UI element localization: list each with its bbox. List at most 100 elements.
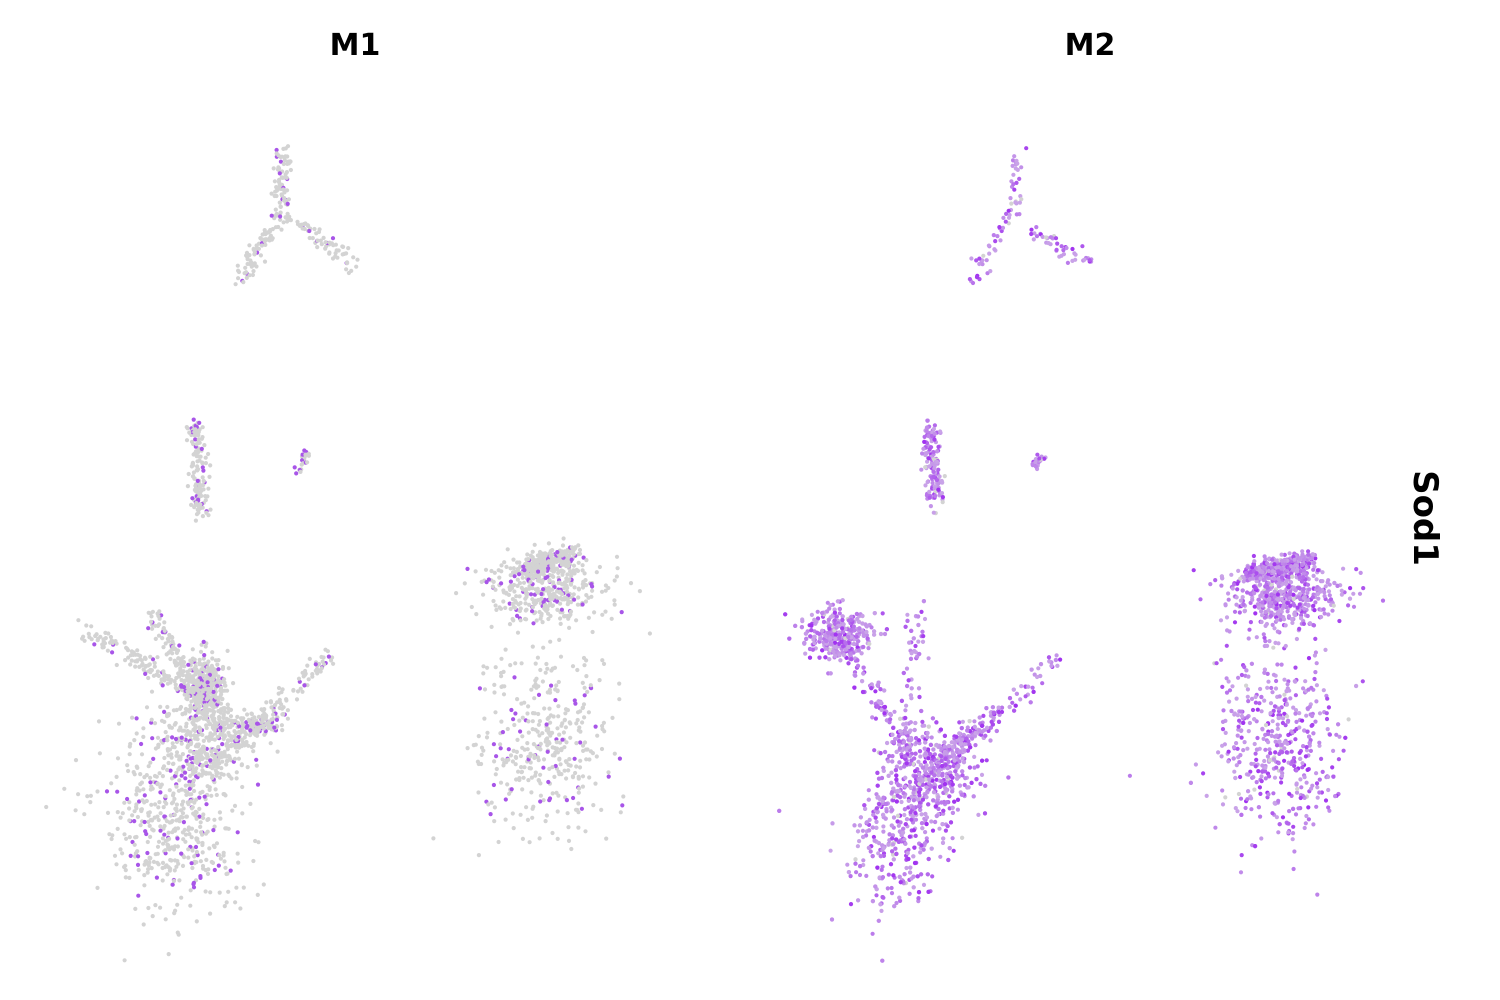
cell-point	[195, 450, 201, 455]
cell-point	[1054, 653, 1059, 658]
cell-point	[283, 215, 288, 220]
cell-point	[168, 768, 173, 773]
cell-point	[247, 243, 252, 248]
cell-point	[154, 875, 159, 880]
cell-point	[127, 800, 132, 805]
cell-point	[934, 477, 940, 483]
cell-point	[869, 686, 874, 691]
cell-point	[122, 958, 127, 963]
cell-point	[326, 654, 331, 659]
cell-point	[336, 248, 341, 253]
cell-point	[940, 495, 946, 500]
cell-point	[196, 507, 201, 512]
cell-point	[192, 433, 197, 438]
cell-point	[206, 451, 211, 457]
cell-point	[277, 166, 282, 171]
cell-point	[191, 470, 196, 475]
cell-point	[274, 147, 279, 153]
cell-point	[927, 495, 932, 500]
cell-point	[838, 658, 843, 663]
cluster-vertical-mid-m1	[184, 417, 213, 523]
cell-point	[206, 659, 211, 664]
cell-point	[1010, 700, 1015, 705]
cell-point	[973, 743, 978, 748]
cell-point	[935, 459, 940, 464]
cell-point	[269, 191, 274, 196]
cell-point	[916, 614, 921, 619]
cell-point	[952, 799, 957, 804]
cell-point	[916, 686, 922, 691]
cell-point	[226, 889, 231, 894]
cell-point	[250, 272, 255, 278]
cell-point	[344, 267, 349, 272]
cluster-triskelion-top-m2	[967, 146, 1094, 286]
cell-point	[229, 776, 234, 781]
cell-point	[880, 895, 885, 900]
cell-point	[200, 475, 205, 480]
cell-point	[163, 730, 168, 735]
cell-point	[327, 240, 332, 245]
cell-point	[208, 507, 213, 512]
cell-point	[185, 426, 190, 431]
cell-point	[1007, 704, 1012, 710]
cell-point	[146, 626, 151, 631]
cell-point	[251, 269, 256, 274]
cell-point	[130, 813, 135, 818]
cell-point	[259, 237, 264, 242]
cell-point	[866, 646, 871, 651]
cell-point	[118, 815, 123, 820]
cell-point	[144, 705, 150, 710]
cell-point	[186, 471, 191, 477]
cell-point	[907, 779, 913, 785]
cell-point	[236, 268, 241, 273]
cell-point	[333, 242, 338, 247]
cell-point	[997, 225, 1002, 230]
cell-point	[904, 865, 909, 871]
cell-point	[150, 657, 156, 662]
cell-point	[861, 665, 866, 670]
cell-point	[245, 254, 250, 260]
cell-point	[144, 773, 149, 778]
cell-point	[254, 246, 260, 251]
cell-point	[875, 770, 880, 776]
cell-point	[200, 756, 205, 762]
cell-point	[918, 754, 923, 759]
cell-point	[139, 741, 144, 747]
cell-point	[305, 460, 310, 465]
cell-point	[274, 211, 279, 217]
cell-point	[923, 830, 928, 835]
cell-point	[303, 452, 308, 457]
cell-point	[929, 819, 934, 824]
cell-point	[184, 814, 189, 819]
cell-point	[840, 614, 845, 619]
cell-point	[925, 872, 930, 877]
cell-point	[951, 848, 956, 853]
cell-point	[927, 447, 932, 452]
cell-point	[242, 707, 247, 712]
cell-point	[1009, 201, 1014, 206]
cell-point	[1029, 231, 1034, 237]
cell-point	[278, 204, 283, 209]
cell-point	[281, 161, 286, 167]
cell-point	[937, 826, 942, 831]
cell-point	[955, 807, 961, 812]
cell-point	[996, 719, 1002, 725]
cell-point	[224, 762, 229, 767]
cell-point	[961, 760, 967, 765]
cell-point	[159, 782, 164, 787]
cell-point	[216, 674, 221, 679]
cell-point	[286, 197, 291, 202]
cell-point	[118, 847, 123, 852]
cell-point	[863, 806, 868, 812]
cell-point	[247, 273, 252, 278]
cell-point	[210, 656, 215, 661]
cell-point	[197, 427, 202, 432]
cell-point	[273, 225, 278, 230]
cell-point	[1058, 657, 1063, 662]
cell-point	[330, 256, 336, 261]
cell-point	[236, 276, 241, 281]
cluster-small-mid-m2	[1030, 452, 1048, 472]
cell-point	[946, 743, 952, 749]
cell-point	[156, 805, 161, 810]
cell-point	[128, 853, 133, 859]
